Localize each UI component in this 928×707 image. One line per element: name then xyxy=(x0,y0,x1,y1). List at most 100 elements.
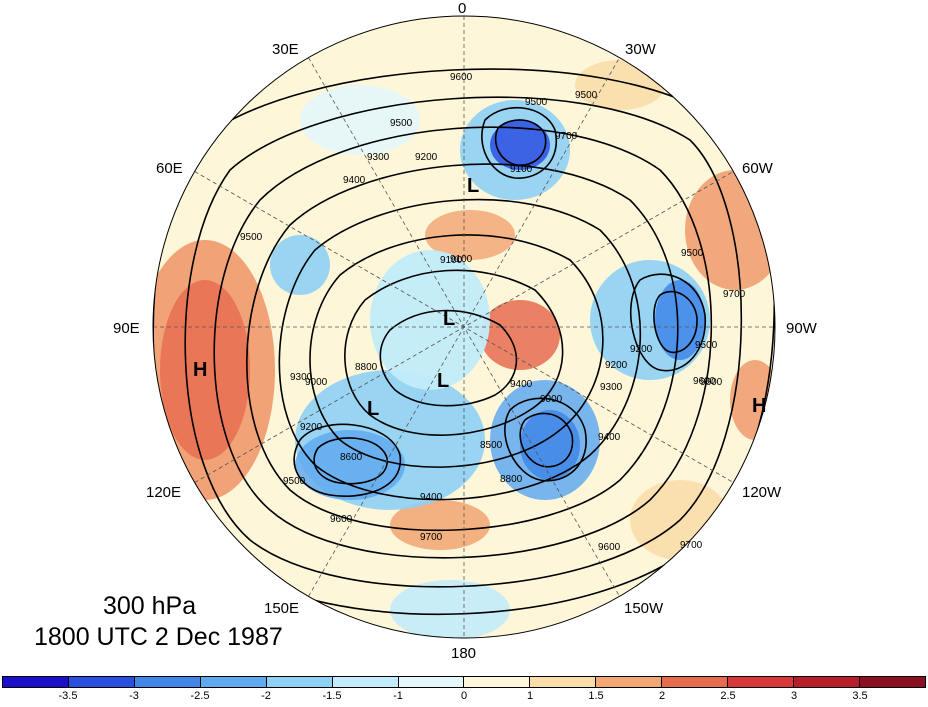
contour-south-low-2 xyxy=(519,412,574,468)
anomaly-positive-s xyxy=(390,500,490,550)
colorbar xyxy=(2,676,926,688)
colorbar-tick-label: 2 xyxy=(658,690,666,702)
colorbar-segment xyxy=(464,677,531,687)
colorbar-segment xyxy=(3,677,69,687)
lon-label-120w: 120W xyxy=(742,484,782,501)
contour-9300 xyxy=(278,198,642,501)
contour-label: 9700 xyxy=(420,532,443,543)
colorbar-tick-label: -3.5 xyxy=(58,690,78,702)
colorbar-segment xyxy=(398,677,465,687)
contour-label: 9700 xyxy=(723,289,746,300)
low-marker: L xyxy=(367,398,379,420)
lon-label-120e: 120E xyxy=(146,484,182,501)
contour-label: 9300 xyxy=(367,152,390,163)
contour-label: 8800 xyxy=(355,362,378,373)
colorbar-segment xyxy=(332,677,399,687)
contour-label: 9500 xyxy=(240,232,263,243)
colorbar-segment xyxy=(794,677,860,687)
colorbar-tick-label: -3 xyxy=(129,690,139,702)
anomaly-negative-center xyxy=(370,250,490,390)
contour-label: 9100 xyxy=(450,254,473,265)
anomaly-positive-nnw xyxy=(575,60,665,110)
contour-label: 9100 xyxy=(510,164,533,175)
low-marker: L xyxy=(443,308,455,330)
high-marker: H xyxy=(752,395,766,417)
contour-label: 9200 xyxy=(605,360,628,371)
contour-9500 xyxy=(213,126,713,559)
contour-9600 xyxy=(184,96,743,588)
colorbar-segment xyxy=(68,677,135,687)
contour-label: 9700 xyxy=(555,131,578,142)
colorbar-tick-label: 0 xyxy=(460,690,468,702)
contour-label: 9600 xyxy=(598,542,621,553)
colorbar-tick-label: -2.5 xyxy=(190,690,210,702)
contour-label: 9500 xyxy=(695,340,718,351)
contour-label: 9200 xyxy=(630,344,653,355)
colorbar-segment xyxy=(662,677,729,687)
colorbar-tick-label: -1 xyxy=(393,690,403,702)
contour-label: 9600 xyxy=(693,376,716,387)
colorbar-segment xyxy=(200,677,267,687)
contour-9400 xyxy=(246,163,679,532)
colorbar-tick-label: 1 xyxy=(526,690,534,702)
lon-label-60e: 60E xyxy=(156,160,183,177)
anomaly-negative-nw xyxy=(270,235,330,295)
meridian-150 xyxy=(308,57,620,597)
map-disc-border xyxy=(152,15,776,639)
colorbar-tick-label: -2 xyxy=(261,690,271,702)
anomaly-negative-n-core xyxy=(490,120,550,170)
anomaly-negative-sw-core xyxy=(295,430,405,500)
colorbar-tick-label: 3.5 xyxy=(852,690,868,702)
colorbar-tick-label: 3 xyxy=(790,690,798,702)
lon-label-60w: 60W xyxy=(742,160,773,177)
contour-label: 9000 xyxy=(540,394,563,405)
map-title-level: 300 hPa xyxy=(103,592,197,620)
contour-label: 8600 xyxy=(340,452,363,463)
contour-label: 9600 xyxy=(330,514,353,525)
contour-9000 xyxy=(344,269,564,436)
contour-label: 9400 xyxy=(343,175,366,186)
contour-label: 9000 xyxy=(305,377,328,388)
colorbar-segment xyxy=(596,677,663,687)
contour-label: 8800 xyxy=(500,474,523,485)
contour-9200 xyxy=(309,234,604,468)
contour-label: 9500 xyxy=(575,90,598,101)
lon-label-150w: 150W xyxy=(624,600,664,617)
anomaly-positive-center xyxy=(480,300,560,370)
high-marker: H xyxy=(193,359,207,381)
contour-label: 9500 xyxy=(390,118,413,129)
map-title-time: 1800 UTC 2 Dec 1987 xyxy=(34,623,283,651)
contour-label: 9200 xyxy=(300,422,323,433)
contour-label: 9600 xyxy=(450,72,473,83)
contour-label: 8500 xyxy=(480,440,503,451)
colorbar-segment xyxy=(728,677,795,687)
low-marker: L xyxy=(437,370,449,392)
contour-label: 9400 xyxy=(420,492,443,503)
contour-north-low-2 xyxy=(494,119,547,166)
colorbar-segment xyxy=(134,677,201,687)
anomaly-negative-bottom xyxy=(390,580,510,638)
contour-east-low-2 xyxy=(653,290,698,354)
anomaly-positive-west-core xyxy=(160,280,250,460)
lon-label-0: 0 xyxy=(458,0,467,17)
colorbar-segment xyxy=(859,677,925,687)
contour-sw-low-2 xyxy=(313,437,388,485)
contour-label: 9500 xyxy=(525,97,548,108)
contour-south-low-1 xyxy=(504,397,587,482)
colorbar-tick-label: 2.5 xyxy=(720,690,736,702)
lon-label-30e: 30E xyxy=(272,41,299,58)
low-marker: L xyxy=(467,175,479,197)
contour-label: 9300 xyxy=(290,372,313,383)
contour-east-low-1 xyxy=(630,273,706,372)
contour-label: 9400 xyxy=(598,432,621,443)
contour-label: 9500 xyxy=(681,248,704,259)
contour-label: 9700 xyxy=(680,540,703,551)
contour-label: 9400 xyxy=(510,379,533,390)
contour-8800 xyxy=(379,309,518,407)
colorbar-segment xyxy=(530,677,597,687)
contour-label: 9600 xyxy=(700,377,723,388)
pressure-center-markers: L L L L H H xyxy=(193,175,766,420)
lon-label-30w: 30W xyxy=(625,41,656,58)
